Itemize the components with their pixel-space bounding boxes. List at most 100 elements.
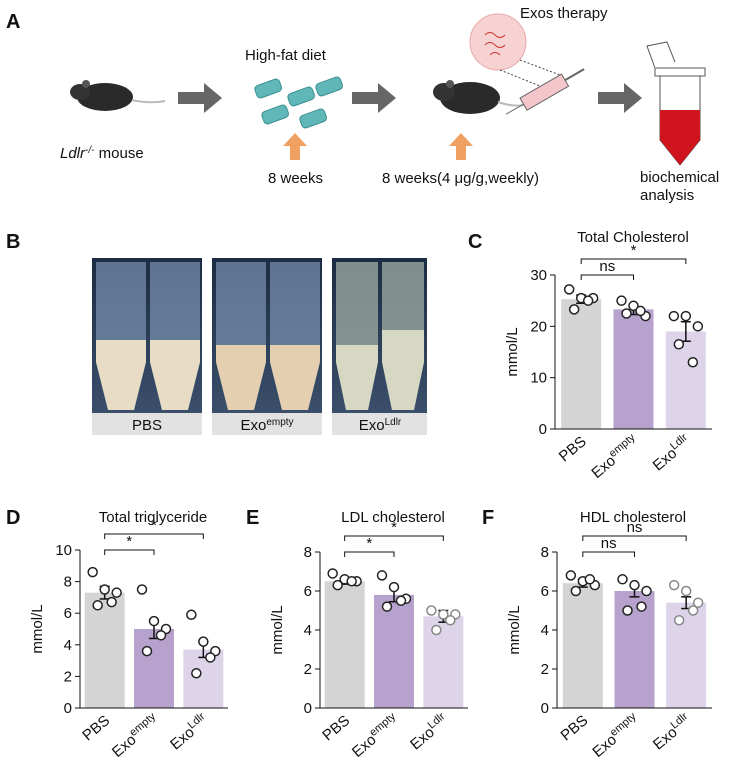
- y-tick-label: 0: [539, 421, 547, 438]
- data-point: [616, 295, 627, 306]
- data-point: [191, 667, 202, 679]
- data-point: [622, 605, 633, 616]
- data-point: [636, 601, 647, 612]
- mouse-icon: [433, 80, 531, 114]
- significance-label: ns: [599, 258, 615, 275]
- significance-label: ns: [627, 519, 643, 536]
- arrow-up: [449, 133, 473, 160]
- tube-photo: [92, 258, 427, 413]
- y-tick-label: 6: [64, 605, 72, 622]
- panel-letter: F: [482, 507, 494, 529]
- diet-label: High-fat diet: [245, 47, 327, 64]
- label-box: [212, 413, 322, 435]
- data-point: [186, 609, 197, 621]
- panel-letter: A: [6, 11, 20, 33]
- significance-bracket: [580, 274, 634, 280]
- bar: [665, 331, 706, 429]
- mouse-label: Ldlr-/- mouse: [60, 145, 144, 163]
- y-tick-label: 8: [64, 574, 72, 591]
- x-tick-label: Exoempty: [108, 710, 163, 761]
- significance-bracket: [582, 551, 635, 557]
- data-point: [141, 645, 153, 657]
- data-point: [381, 601, 393, 612]
- group-label: ExoLdlr: [359, 417, 402, 435]
- data-point: [438, 609, 449, 620]
- data-point: [111, 587, 122, 598]
- data-point: [641, 585, 652, 597]
- bar: [613, 309, 654, 429]
- weeks-label: 8 weeks(4 μg/g,weekly): [382, 170, 539, 187]
- x-tick-label: ExoLdlr: [648, 431, 694, 474]
- y-tick-label: 20: [530, 318, 547, 335]
- y-tick-label: 2: [304, 661, 312, 678]
- label-box: [92, 413, 202, 435]
- data-point: [332, 579, 343, 591]
- tube-icon: [646, 41, 706, 166]
- analysis-label: analysis: [640, 187, 694, 204]
- y-tick-label: 6: [541, 583, 549, 600]
- data-point: [673, 339, 685, 350]
- significance-bracket: [582, 535, 687, 541]
- y-tick-label: 0: [304, 700, 312, 717]
- significance-label: *: [126, 533, 132, 550]
- bar: [84, 592, 125, 708]
- data-point: [106, 596, 117, 608]
- x-tick-label: PBS: [319, 712, 353, 744]
- data-point: [617, 574, 628, 585]
- data-point: [148, 615, 160, 627]
- data-point: [668, 579, 680, 591]
- bar: [134, 629, 174, 708]
- y-tick-label: 2: [64, 668, 72, 685]
- y-axis-label: mmol/L: [269, 605, 286, 654]
- arrow: [352, 83, 396, 113]
- data-point: [692, 597, 704, 608]
- data-point: [395, 595, 407, 606]
- arrow-up: [283, 133, 307, 160]
- syringe: [505, 68, 585, 115]
- therapy-label: Exos therapy: [520, 5, 608, 22]
- data-point: [568, 304, 580, 315]
- significance-bracket: [104, 533, 204, 539]
- y-tick-label: 0: [64, 700, 72, 717]
- bar: [423, 616, 464, 708]
- data-point: [621, 308, 632, 319]
- data-point: [629, 579, 640, 591]
- data-point: [582, 295, 594, 306]
- data-point: [426, 605, 437, 616]
- dotted-line: [499, 59, 561, 89]
- data-point: [327, 568, 338, 579]
- category-part: PBS: [556, 433, 590, 465]
- significance-label: *: [366, 535, 372, 552]
- significance-bracket: [580, 258, 687, 264]
- data-point: [692, 321, 704, 332]
- data-point: [136, 584, 148, 595]
- bar: [183, 649, 224, 708]
- data-point: [205, 652, 216, 663]
- y-tick-label: 8: [541, 544, 549, 561]
- y-axis-label: mmol/L: [506, 605, 523, 654]
- category-part: PBS: [319, 712, 353, 744]
- x-tick-label: ExoLdlr: [166, 710, 212, 753]
- data-point: [431, 624, 442, 636]
- x-tick-label: ExoLdlr: [406, 710, 452, 753]
- category-part: PBS: [557, 712, 591, 744]
- arrow: [178, 83, 222, 113]
- y-tick-label: 30: [530, 267, 547, 284]
- group-label: Exoempty: [240, 417, 293, 435]
- chart-title: Total Cholesterol: [577, 229, 689, 246]
- y-tick-label: 10: [55, 542, 72, 559]
- data-point: [445, 615, 456, 626]
- arrow: [598, 83, 642, 113]
- bar: [614, 591, 655, 708]
- mouse-icon: [70, 80, 166, 111]
- data-point: [680, 310, 692, 322]
- y-tick-label: 4: [541, 622, 549, 639]
- y-tick-label: 8: [304, 544, 312, 561]
- exosome-icon: [469, 13, 527, 71]
- panel-letter: E: [246, 507, 259, 529]
- data-point: [155, 630, 167, 641]
- label-box: [332, 413, 427, 435]
- pellets: [254, 76, 343, 129]
- y-tick-label: 6: [304, 583, 312, 600]
